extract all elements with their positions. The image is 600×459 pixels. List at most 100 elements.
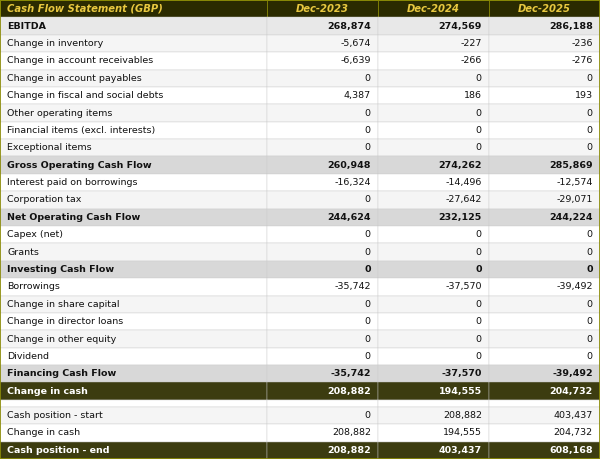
Text: 0: 0 — [365, 143, 371, 152]
Text: 0: 0 — [587, 74, 593, 83]
FancyBboxPatch shape — [0, 87, 267, 104]
Text: 0: 0 — [365, 196, 371, 204]
Text: -37,570: -37,570 — [445, 282, 482, 291]
FancyBboxPatch shape — [489, 296, 600, 313]
FancyBboxPatch shape — [378, 191, 489, 209]
Text: 0: 0 — [587, 352, 593, 361]
Text: Change in cash: Change in cash — [7, 386, 88, 396]
Text: 244,624: 244,624 — [328, 213, 371, 222]
Text: Change in account receivables: Change in account receivables — [7, 56, 154, 65]
Text: -16,324: -16,324 — [334, 178, 371, 187]
Text: Borrowings: Borrowings — [7, 282, 60, 291]
Text: 286,188: 286,188 — [549, 22, 593, 31]
FancyBboxPatch shape — [267, 424, 378, 442]
Text: 0: 0 — [365, 335, 371, 343]
Text: 0: 0 — [476, 335, 482, 343]
FancyBboxPatch shape — [489, 209, 600, 226]
Text: Dec-2025: Dec-2025 — [518, 4, 571, 14]
Text: Grants: Grants — [7, 247, 39, 257]
Text: -39,492: -39,492 — [552, 369, 593, 378]
FancyBboxPatch shape — [0, 400, 267, 407]
Text: 0: 0 — [587, 108, 593, 118]
FancyBboxPatch shape — [267, 313, 378, 330]
Text: 403,437: 403,437 — [439, 446, 482, 455]
FancyBboxPatch shape — [378, 348, 489, 365]
FancyBboxPatch shape — [489, 104, 600, 122]
Text: Gross Operating Cash Flow: Gross Operating Cash Flow — [7, 161, 152, 170]
Text: 194,555: 194,555 — [443, 428, 482, 437]
FancyBboxPatch shape — [378, 424, 489, 442]
FancyBboxPatch shape — [0, 0, 267, 17]
FancyBboxPatch shape — [267, 261, 378, 278]
Text: 260,948: 260,948 — [328, 161, 371, 170]
Text: -227: -227 — [460, 39, 482, 48]
FancyBboxPatch shape — [378, 17, 489, 35]
FancyBboxPatch shape — [378, 407, 489, 424]
FancyBboxPatch shape — [489, 157, 600, 174]
FancyBboxPatch shape — [489, 261, 600, 278]
FancyBboxPatch shape — [267, 191, 378, 209]
FancyBboxPatch shape — [0, 139, 267, 157]
FancyBboxPatch shape — [489, 0, 600, 17]
FancyBboxPatch shape — [378, 104, 489, 122]
FancyBboxPatch shape — [489, 122, 600, 139]
FancyBboxPatch shape — [267, 17, 378, 35]
FancyBboxPatch shape — [0, 191, 267, 209]
FancyBboxPatch shape — [0, 52, 267, 70]
FancyBboxPatch shape — [489, 382, 600, 400]
FancyBboxPatch shape — [267, 174, 378, 191]
Text: 208,882: 208,882 — [332, 428, 371, 437]
FancyBboxPatch shape — [378, 35, 489, 52]
FancyBboxPatch shape — [378, 313, 489, 330]
Text: 0: 0 — [365, 247, 371, 257]
FancyBboxPatch shape — [378, 261, 489, 278]
FancyBboxPatch shape — [489, 348, 600, 365]
FancyBboxPatch shape — [378, 382, 489, 400]
Text: 0: 0 — [587, 230, 593, 239]
FancyBboxPatch shape — [378, 330, 489, 348]
FancyBboxPatch shape — [378, 226, 489, 243]
FancyBboxPatch shape — [378, 400, 489, 407]
FancyBboxPatch shape — [267, 226, 378, 243]
Text: -29,071: -29,071 — [556, 196, 593, 204]
FancyBboxPatch shape — [0, 442, 267, 459]
Text: -37,570: -37,570 — [442, 369, 482, 378]
FancyBboxPatch shape — [267, 52, 378, 70]
Text: Cash Flow Statement (GBP): Cash Flow Statement (GBP) — [7, 4, 163, 14]
FancyBboxPatch shape — [267, 407, 378, 424]
FancyBboxPatch shape — [489, 278, 600, 296]
FancyBboxPatch shape — [0, 330, 267, 348]
Text: 0: 0 — [587, 247, 593, 257]
FancyBboxPatch shape — [267, 157, 378, 174]
Text: 208,882: 208,882 — [443, 411, 482, 420]
Text: Financial items (excl. interests): Financial items (excl. interests) — [7, 126, 155, 135]
FancyBboxPatch shape — [267, 122, 378, 139]
FancyBboxPatch shape — [0, 243, 267, 261]
FancyBboxPatch shape — [267, 278, 378, 296]
FancyBboxPatch shape — [267, 209, 378, 226]
FancyBboxPatch shape — [489, 17, 600, 35]
FancyBboxPatch shape — [267, 400, 378, 407]
Text: Change in cash: Change in cash — [7, 428, 80, 437]
FancyBboxPatch shape — [267, 348, 378, 365]
Text: Change in fiscal and social debts: Change in fiscal and social debts — [7, 91, 164, 100]
FancyBboxPatch shape — [489, 87, 600, 104]
Text: -236: -236 — [571, 39, 593, 48]
Text: 0: 0 — [476, 74, 482, 83]
FancyBboxPatch shape — [0, 261, 267, 278]
FancyBboxPatch shape — [267, 35, 378, 52]
FancyBboxPatch shape — [378, 139, 489, 157]
Text: 4,387: 4,387 — [344, 91, 371, 100]
Text: 274,569: 274,569 — [439, 22, 482, 31]
FancyBboxPatch shape — [0, 17, 267, 35]
FancyBboxPatch shape — [267, 296, 378, 313]
Text: EBITDA: EBITDA — [7, 22, 46, 31]
Text: 0: 0 — [587, 300, 593, 309]
Text: 244,224: 244,224 — [550, 213, 593, 222]
Text: Change in share capital: Change in share capital — [7, 300, 120, 309]
FancyBboxPatch shape — [378, 174, 489, 191]
Text: Other operating items: Other operating items — [7, 108, 113, 118]
FancyBboxPatch shape — [378, 278, 489, 296]
Text: 403,437: 403,437 — [554, 411, 593, 420]
FancyBboxPatch shape — [489, 243, 600, 261]
